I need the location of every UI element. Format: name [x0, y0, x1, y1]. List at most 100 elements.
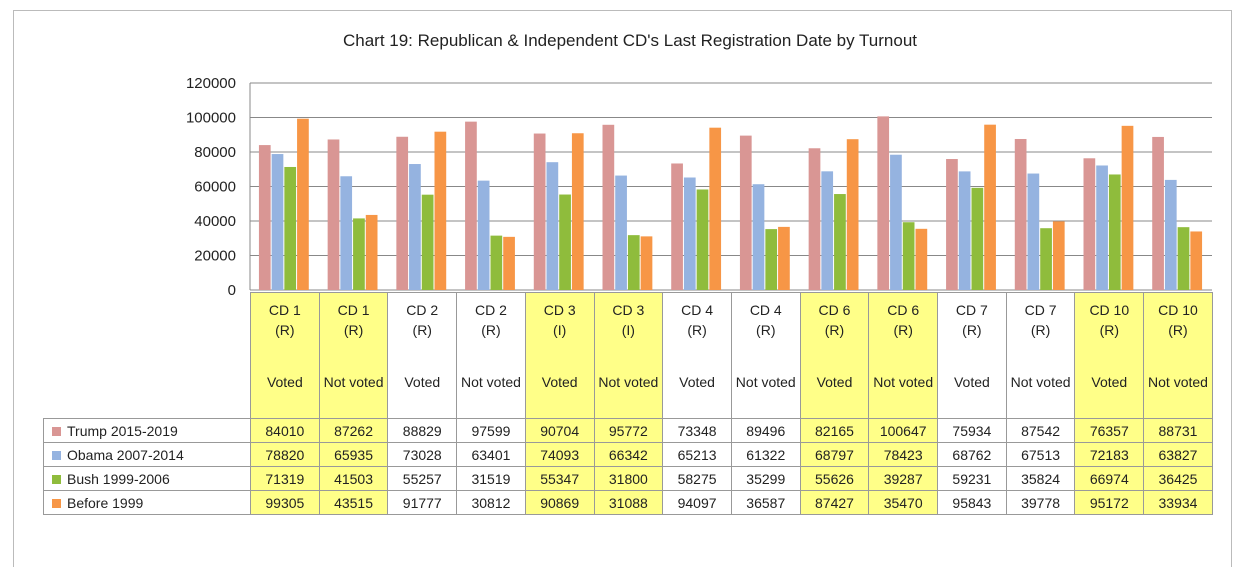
legend-label: Before 1999	[67, 494, 144, 511]
party: (R)	[687, 321, 707, 338]
party: (R)	[1099, 321, 1119, 338]
value-cell: 55257	[387, 466, 458, 491]
district: CD 6	[887, 301, 920, 318]
value-cell: 63401	[456, 442, 526, 467]
bar	[602, 124, 615, 290]
bar	[915, 228, 928, 290]
value-cell: 88829	[387, 418, 458, 443]
value-cell: 36425	[1143, 466, 1213, 491]
legend-key	[52, 498, 61, 508]
turnout-label: Not voted	[1148, 374, 1208, 390]
bar	[1096, 165, 1108, 290]
bar	[340, 176, 353, 290]
value-cell: 90704	[524, 418, 595, 443]
turnout-label: Voted	[953, 374, 990, 390]
y-tick-label: 100000	[186, 110, 236, 127]
series-row: Obama 2007-2014 78820 65935 73028 63401 74093…	[43, 442, 1213, 467]
bar	[327, 139, 340, 290]
legend-entry: Obama 2007-2014	[43, 442, 251, 467]
value-cell: 82165	[799, 418, 870, 443]
bar	[984, 124, 996, 290]
party: (R)	[343, 321, 364, 338]
bar	[846, 139, 859, 290]
bar	[503, 236, 515, 290]
district-label: CD 2 (R)	[389, 294, 456, 347]
category-cell: CD 10 (R) Voted	[1074, 292, 1145, 419]
district-label: CD 6 (R)	[870, 294, 937, 347]
legend-label: Bush 1999-2006	[67, 470, 170, 487]
bar	[971, 187, 984, 290]
value-cell: 59231	[937, 466, 1007, 491]
bar	[834, 194, 846, 290]
bar	[571, 133, 584, 290]
value-cell: 94097	[662, 490, 732, 515]
turnout-label: Voted	[679, 374, 715, 390]
district: CD 3	[612, 301, 645, 318]
bar	[1083, 158, 1096, 290]
value-cell: 88731	[1143, 418, 1213, 443]
party: (R)	[481, 321, 501, 338]
bar	[1190, 231, 1203, 290]
blank-cell	[44, 293, 251, 419]
value-cell: 36587	[730, 490, 801, 515]
category-cell: CD 7 (R) Not voted	[1005, 292, 1076, 419]
legend-entry: Before 1999	[43, 490, 251, 515]
bar	[1014, 138, 1027, 290]
category-cell: CD 2 (R) Not voted	[456, 292, 526, 419]
turnout-label: Voted	[404, 374, 441, 390]
value-cell: 75934	[937, 418, 1007, 443]
value-cell: 78820	[250, 442, 320, 467]
bar	[559, 194, 571, 290]
party: (R)	[1030, 321, 1051, 338]
bar	[627, 235, 640, 290]
district: CD 7	[1024, 301, 1057, 318]
value-cell: 67513	[1005, 442, 1076, 467]
district-label: CD 1 (R)	[251, 294, 318, 347]
y-tick-label: 120000	[186, 75, 236, 92]
legend-label: Obama 2007-2014	[67, 446, 184, 463]
bar	[365, 214, 378, 290]
turnout-label: Voted	[266, 374, 303, 390]
value-cell: 87542	[1005, 418, 1076, 443]
value-cell: 68762	[937, 442, 1007, 467]
category-cell: CD 4 (R) Voted	[662, 292, 732, 419]
bar	[958, 171, 971, 290]
value-cell: 55347	[524, 466, 595, 491]
value-cell: 72183	[1074, 442, 1145, 467]
bar	[284, 166, 297, 290]
district: CD 2	[406, 301, 439, 318]
bar	[490, 235, 503, 290]
bar	[1177, 227, 1190, 290]
district: CD 7	[955, 301, 988, 318]
value-cell: 71319	[250, 466, 320, 491]
bar	[1052, 221, 1065, 290]
value-cell: 35299	[730, 466, 801, 491]
value-cell: 73348	[662, 418, 732, 443]
party: (R)	[756, 321, 776, 338]
value-cell: 84010	[250, 418, 320, 443]
value-cell: 30812	[456, 490, 526, 515]
data-table: CD 1 (R) Voted CD 1 (R) Not voted CD 2 (R) Voted…	[43, 292, 1213, 515]
bar	[778, 226, 790, 290]
value-cell: 74093	[524, 442, 595, 467]
district-label: CD 7 (R)	[939, 294, 1006, 347]
bar	[465, 121, 477, 290]
value-cell: 78423	[868, 442, 939, 467]
value-cell: 95172	[1074, 490, 1145, 515]
value-cell: 97599	[456, 418, 526, 443]
bar	[739, 135, 752, 290]
value-cell: 95843	[937, 490, 1007, 515]
bar	[1121, 125, 1134, 290]
bar	[671, 163, 683, 290]
y-tick-label: 20000	[194, 248, 236, 265]
y-tick-label: 0	[228, 282, 236, 299]
bar	[353, 218, 365, 290]
bar	[946, 159, 958, 290]
turnout-label: Not voted	[598, 374, 659, 390]
district: CD 10	[1158, 301, 1198, 318]
value-cell: 90869	[524, 490, 595, 515]
bar	[297, 118, 309, 290]
chart-title: Chart 19: Republican & Independent CD's …	[343, 31, 917, 50]
district-label: CD 10 (R)	[1076, 294, 1143, 347]
bar	[477, 180, 490, 290]
